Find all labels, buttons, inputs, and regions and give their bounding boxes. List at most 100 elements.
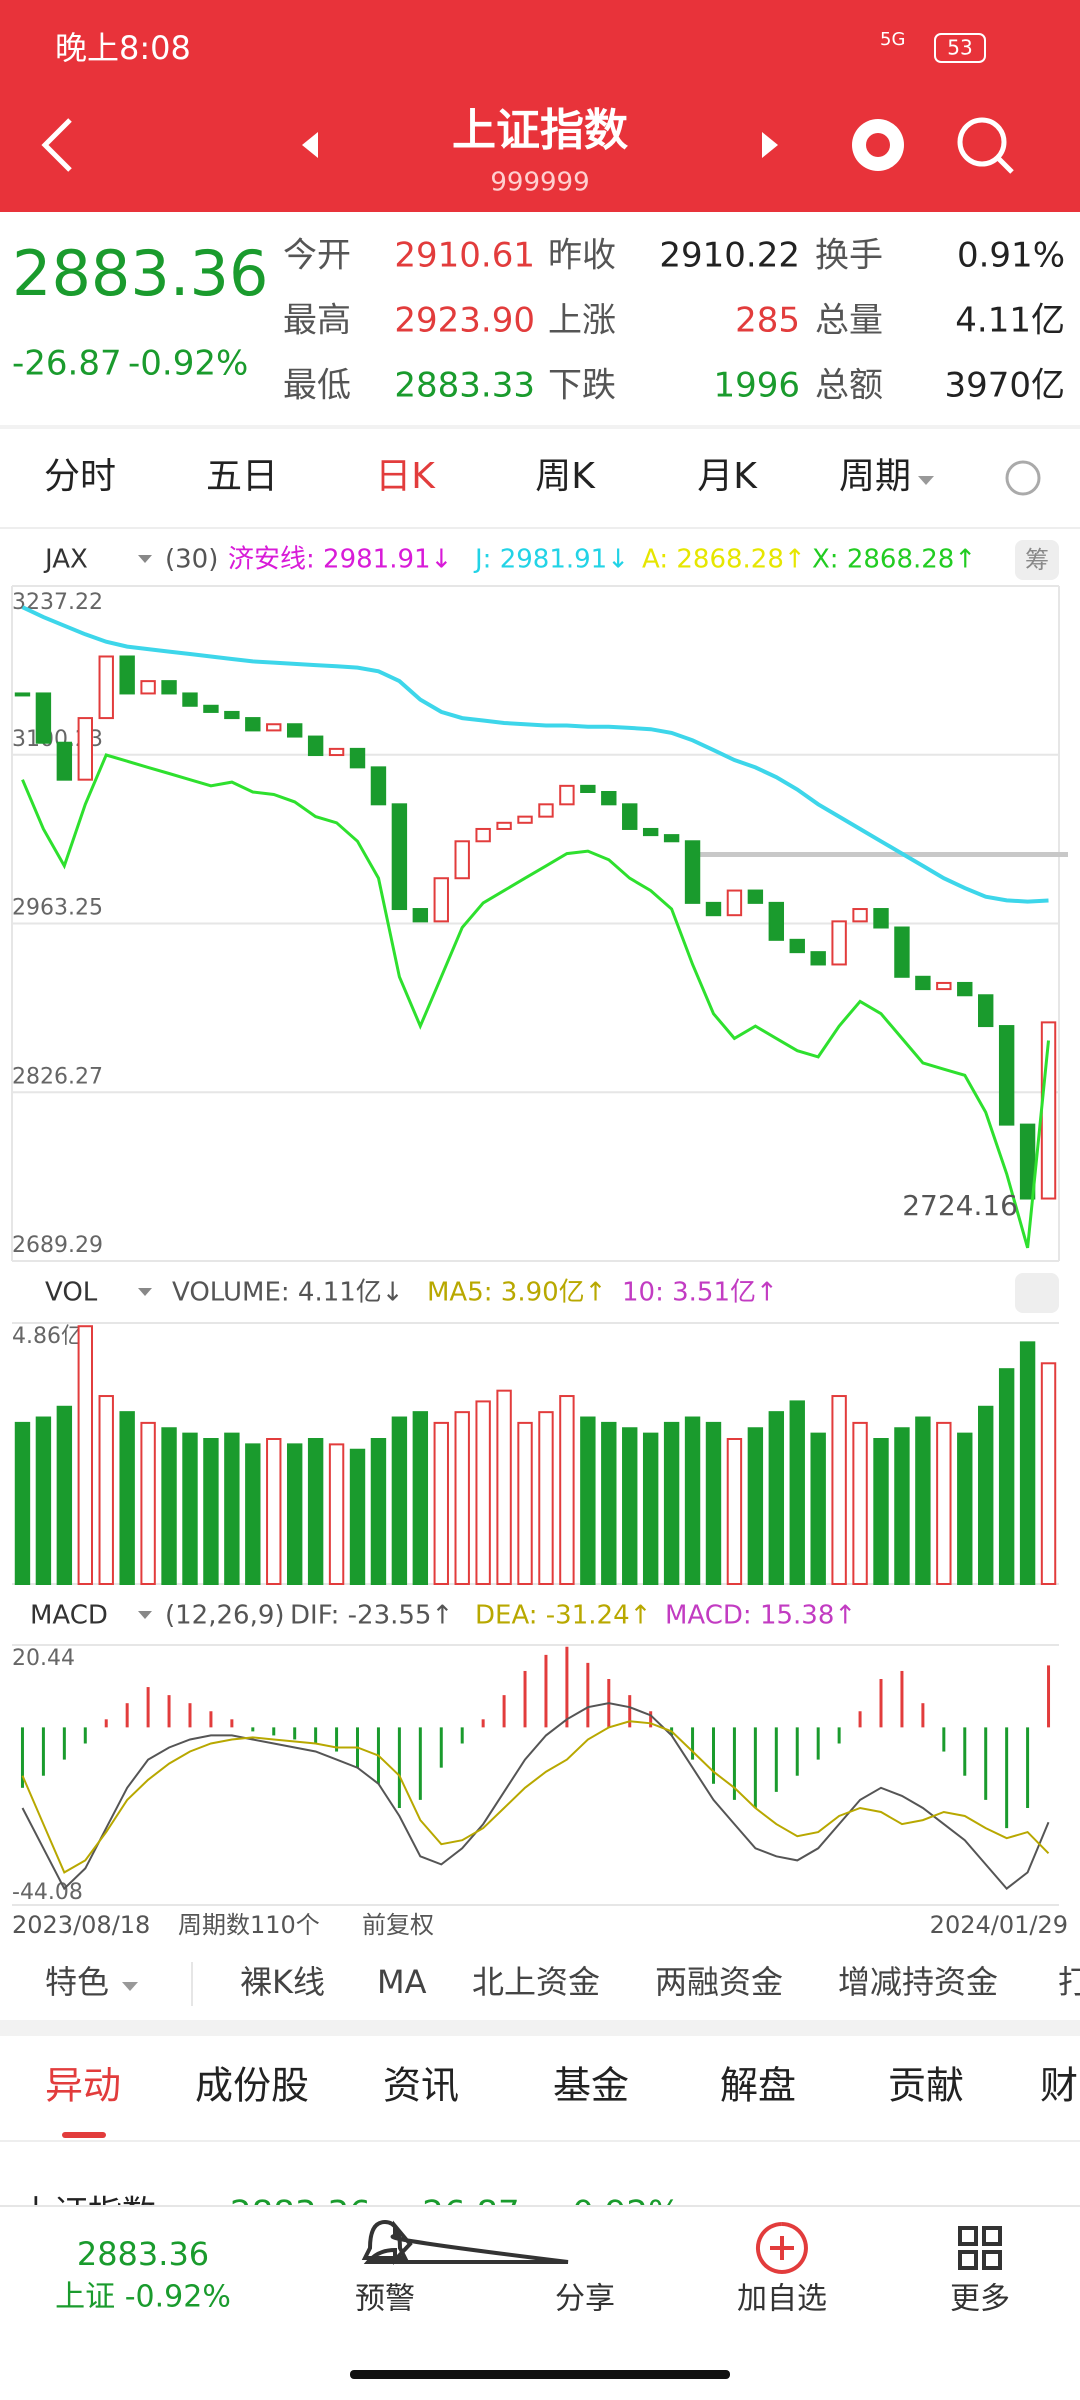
candle: [161, 680, 177, 695]
tab[interactable]: 月K: [697, 456, 758, 497]
section-tab[interactable]: 解盘: [720, 2064, 796, 2108]
feature[interactable]: 两融资金: [655, 1963, 783, 2001]
feature[interactable]: 打: [1058, 1963, 1080, 2001]
candle: [56, 741, 73, 781]
candle: [370, 766, 387, 806]
settings-icon[interactable]: [1005, 460, 1041, 496]
tab[interactable]: 周期: [839, 456, 911, 497]
section-tab[interactable]: 财: [1040, 2064, 1078, 2108]
action-label[interactable]: 更多: [950, 2282, 1010, 2317]
legend-item: VOLUME: 4.11亿↓: [172, 1278, 404, 1308]
volume-bar: [286, 1443, 303, 1585]
low-annotation: 2724.16: [902, 1189, 1018, 1222]
chart-footer: 2023/08/18: [12, 1911, 150, 1939]
volume-bar: [684, 1416, 701, 1586]
quote-value: 0.91%: [957, 236, 1065, 276]
back-button[interactable]: [41, 118, 72, 172]
mascot-eye: [866, 133, 890, 157]
candle: [517, 815, 533, 824]
code: 999999: [490, 168, 589, 198]
search[interactable]: [957, 117, 1007, 167]
volume-bar: [182, 1432, 198, 1586]
volume-bar: [873, 1438, 889, 1585]
volume-bar: [14, 1421, 31, 1586]
volume-bar: [957, 1432, 973, 1586]
action-label[interactable]: 预警: [355, 2282, 415, 2317]
feature[interactable]: 裸K线: [240, 1963, 325, 2001]
action-icon[interactable]: [363, 2220, 569, 2266]
legend-item: A: 2868.28↑: [642, 545, 806, 575]
candle: [957, 981, 973, 997]
next-button[interactable]: [762, 132, 778, 158]
dropdown-arrow[interactable]: [138, 555, 152, 563]
prev-button[interactable]: [302, 132, 318, 158]
indicator-name: MACD: [30, 1601, 108, 1631]
legend-item: 10: 3.51亿↑: [622, 1278, 778, 1308]
volume-bar: [433, 1421, 449, 1586]
volume-bar: [831, 1395, 847, 1585]
quote-value: 2910.22: [659, 236, 800, 276]
volume-bar: [475, 1400, 491, 1585]
tab[interactable]: 分时: [44, 456, 116, 497]
volume-bar: [56, 1405, 73, 1586]
status-battery: 53: [947, 36, 972, 60]
candle: [601, 790, 617, 806]
action-icon[interactable]: [755, 2222, 808, 2274]
bottom-sub: 上证 -0.92%: [55, 2280, 231, 2315]
tab[interactable]: 周K: [535, 456, 596, 497]
candle: [391, 803, 408, 911]
expand-button[interactable]: [1015, 1273, 1059, 1313]
feature[interactable]: MA: [377, 1963, 427, 2001]
candle: [119, 655, 135, 695]
tab[interactable]: 五日: [206, 456, 278, 497]
indicator-param: (12,26,9): [165, 1601, 285, 1631]
candle: [684, 840, 701, 904]
candle: [894, 926, 910, 978]
volume-bar: [852, 1421, 868, 1586]
action-label[interactable]: 分享: [555, 2282, 615, 2317]
dropdown-arrow[interactable]: [138, 1288, 152, 1296]
candle: [705, 901, 722, 917]
candle: [203, 704, 219, 713]
quote-value: 4.11亿: [955, 301, 1065, 341]
section-tab[interactable]: 资讯: [383, 2064, 459, 2108]
section-tab[interactable]: 异动: [45, 2064, 121, 2108]
dropdown-arrow: [122, 1982, 138, 1991]
dropdown-arrow[interactable]: [138, 1611, 152, 1619]
candle: [538, 803, 554, 818]
feature[interactable]: 特色: [45, 1963, 109, 2001]
feature[interactable]: 北上资金: [472, 1963, 600, 2001]
volume-bar: [978, 1405, 994, 1586]
candle: [978, 994, 994, 1028]
candle: [663, 834, 680, 843]
tab[interactable]: 日K: [375, 456, 436, 497]
volume-bar: [726, 1438, 743, 1585]
quote-label: 总额: [815, 366, 883, 406]
section-tab[interactable]: 贡献: [888, 2064, 964, 2108]
volume-bar: [391, 1416, 408, 1586]
volume-bar: [1040, 1362, 1057, 1586]
quote-value: 1996: [713, 366, 800, 406]
status-network: 5G: [880, 29, 905, 50]
candle: [998, 1025, 1015, 1126]
y-tick-label: 2689.29: [12, 1233, 103, 1258]
tabs: 分时 五日 日K 周K 月K 周期: [44, 456, 934, 497]
indicator-name: JAX: [43, 545, 88, 575]
indicator-name: VOL: [45, 1278, 98, 1308]
section-tab[interactable]: 成份股: [195, 2064, 309, 2108]
candle: [77, 717, 93, 781]
chip-button[interactable]: [1015, 540, 1059, 580]
candle: [747, 889, 764, 904]
section-tab[interactable]: 基金: [553, 2064, 629, 2108]
candle: [245, 717, 261, 732]
volume-bar: [517, 1421, 533, 1586]
candle: [224, 710, 240, 720]
action-icon[interactable]: [361, 2219, 409, 2260]
app-bar: [0, 0, 1080, 212]
volume-bar: [601, 1421, 617, 1586]
feature[interactable]: 增减持资金: [838, 1963, 998, 2001]
action-icon[interactable]: [958, 2226, 1002, 2270]
action-label[interactable]: 加自选: [737, 2282, 827, 2317]
volume-bar: [496, 1389, 512, 1585]
